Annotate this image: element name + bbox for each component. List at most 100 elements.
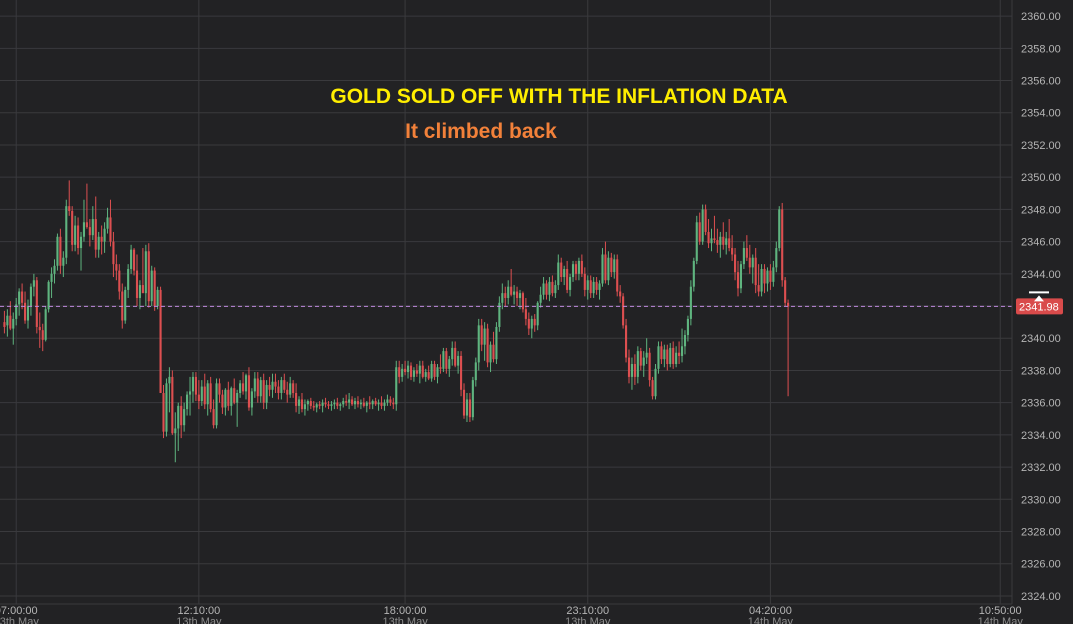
candle [457,351,460,374]
candle-body [180,405,183,426]
candle [766,267,769,292]
candle-body [583,273,586,290]
candle [336,397,339,410]
candle [138,280,142,310]
candle-body [495,326,498,360]
x-tick-date: 13th May [0,616,39,624]
candle [507,280,510,305]
candle-body [530,318,533,329]
candle-body [165,383,168,432]
candle [745,235,748,261]
x-tick-label: 23:10:00 [566,605,609,617]
candle [569,273,572,297]
candle-body [769,270,772,282]
candle [377,399,380,411]
candle-body [745,248,748,258]
candle [424,368,427,382]
candle [206,380,209,416]
candle [401,364,404,382]
candle [239,380,242,398]
candle [345,394,348,406]
candle-body [501,293,504,303]
candle-body [227,389,230,406]
candle-body [353,401,357,405]
candle-body [710,238,713,244]
candle-body [233,388,236,403]
candle-body [38,326,41,331]
candle [451,341,454,366]
x-tick-label: 10:50:00 [979,605,1022,617]
candle-body [368,402,371,405]
candle-body [427,372,430,379]
candle [533,314,536,332]
candle [283,373,286,394]
candle-body [12,318,15,329]
collapse-icon[interactable] [1029,291,1049,302]
candle [183,402,186,432]
candle-body [542,283,545,295]
candle-body [150,270,153,302]
candle [233,378,236,405]
candle-body [757,285,760,292]
candle-body [91,219,94,236]
candle [551,275,554,297]
candle-body [421,365,424,377]
candle [734,248,737,281]
candle [348,393,351,410]
candle [707,219,710,249]
candle [41,323,44,352]
candle [775,241,778,273]
candle [271,373,274,398]
candle [333,399,336,410]
candle-body [415,370,418,374]
candle-body [315,404,318,408]
candle [94,196,97,258]
candle-body [442,351,445,369]
candle-body [250,391,253,408]
candle-body [85,222,88,228]
candle [303,399,306,416]
candle-body [300,399,304,410]
candle-body [627,357,631,377]
candle [613,254,616,279]
candle-body [230,388,233,406]
candle [3,310,6,334]
candle-body [224,389,227,408]
candle [109,199,112,247]
candle [778,206,781,252]
candle-body [26,306,30,321]
candle [256,372,259,403]
y-tick-label: 2354.00 [1021,108,1061,120]
candle [548,277,551,302]
candle-body [362,402,365,406]
candle-body [200,386,203,402]
candle [601,248,604,287]
candle [448,355,451,377]
candle-body [130,249,133,269]
candle-body [607,257,610,281]
candle-body [760,268,763,292]
current-price-tag[interactable]: 2341.98 [1016,291,1063,315]
price-tag-label: 2341.98 [1019,301,1059,313]
candle-body [191,376,195,392]
candle [135,254,139,307]
candle-body [521,293,525,310]
candle-body [127,268,130,290]
candle-body [492,344,495,360]
candle-body [194,376,197,395]
candle [530,315,533,339]
candle-body [430,364,433,379]
candle-body [460,355,463,390]
candle [642,351,645,377]
candle [38,312,41,348]
candle [781,202,784,287]
candle [374,397,377,406]
candle [577,257,580,281]
candle-body [507,286,510,298]
candle-body [513,291,516,295]
candle-body [619,291,622,297]
candle-body [689,286,692,319]
candle [412,367,415,382]
candle-body [571,264,575,278]
candle [713,215,716,244]
